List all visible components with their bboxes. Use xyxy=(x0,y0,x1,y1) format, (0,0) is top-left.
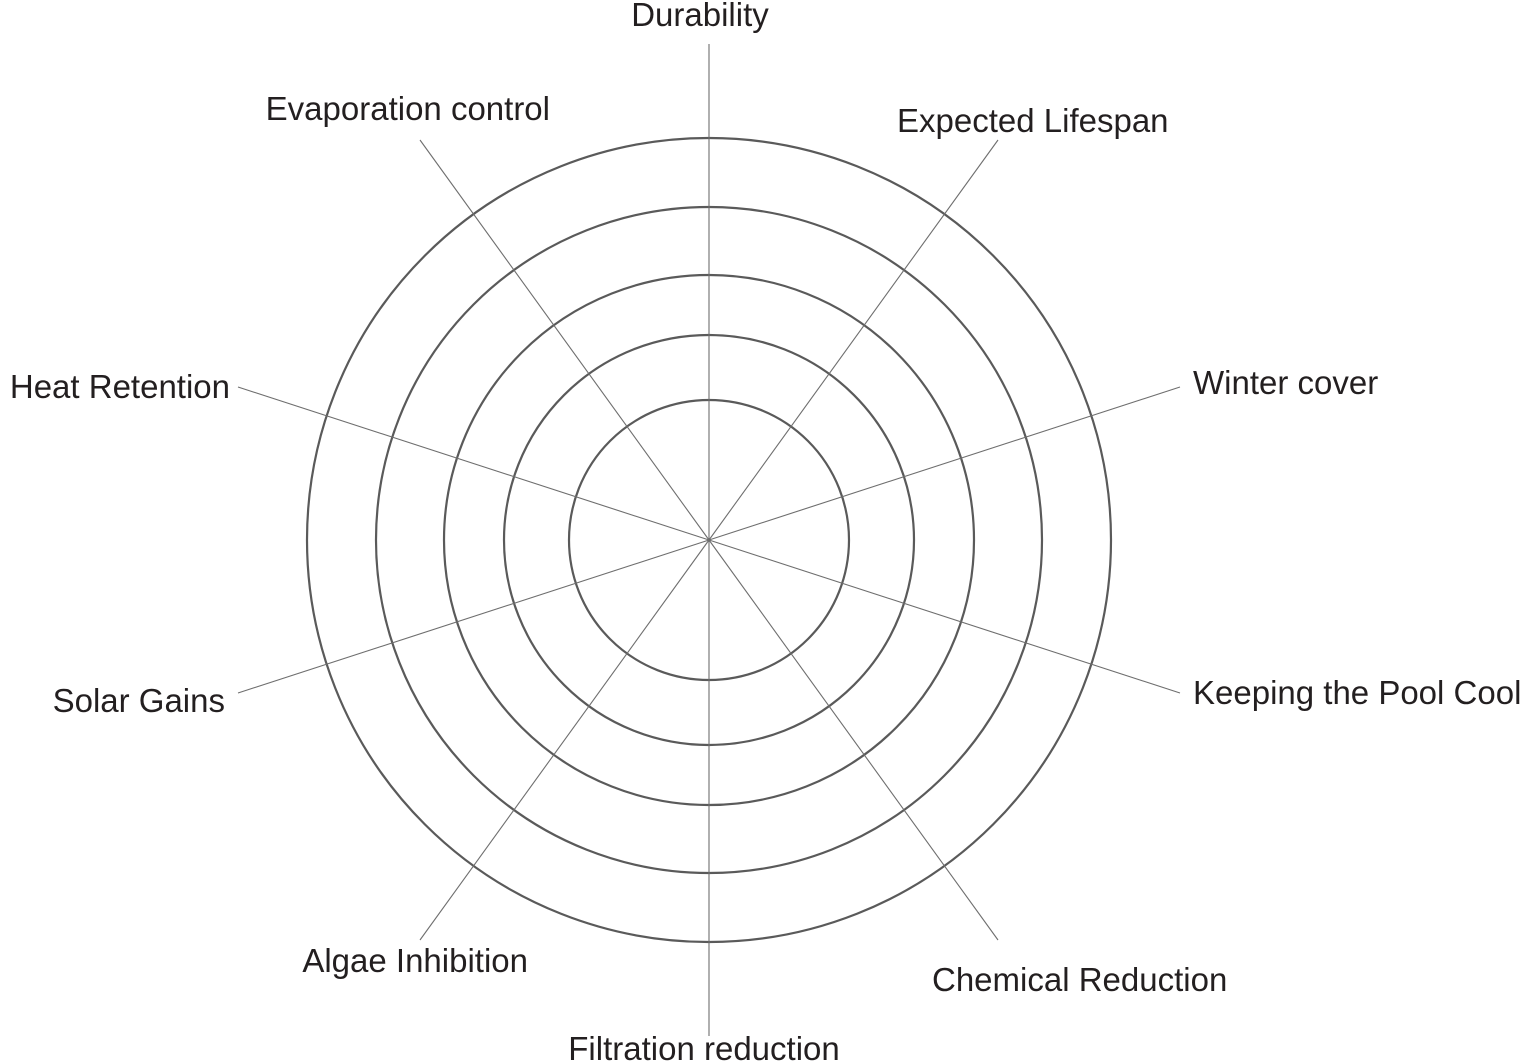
spoke-winter-cover xyxy=(708,386,1181,541)
label-expected-lifespan: Expected Lifespan xyxy=(897,102,1169,139)
label-filtration-reduction: Filtration reduction xyxy=(568,1030,839,1062)
label-solar-gains: Solar Gains xyxy=(53,682,225,719)
spoke-expected-lifespan xyxy=(708,139,999,541)
spoke-chemical-reduction xyxy=(708,539,999,941)
label-heat-retention: Heat Retention xyxy=(10,368,230,405)
label-evaporation-control: Evaporation control xyxy=(266,90,550,127)
axis-labels: Durability Expected Lifespan Winter cove… xyxy=(10,0,1522,1062)
spoke-algae-inhibition xyxy=(419,539,710,941)
label-durability: Durability xyxy=(631,0,769,33)
label-chemical-reduction: Chemical Reduction xyxy=(932,961,1227,998)
spoke-solar-gains xyxy=(237,539,710,694)
axis-spokes xyxy=(237,44,1181,1036)
label-algae-inhibition: Algae Inhibition xyxy=(302,942,528,979)
spoke-heat-retention xyxy=(237,386,710,541)
spoke-evaporation-control xyxy=(419,139,710,541)
label-keeping-the-pool-cool: Keeping the Pool Cool xyxy=(1193,674,1521,711)
label-winter-cover: Winter cover xyxy=(1193,364,1378,401)
spoke-keeping-the-pool-cool xyxy=(708,539,1181,694)
